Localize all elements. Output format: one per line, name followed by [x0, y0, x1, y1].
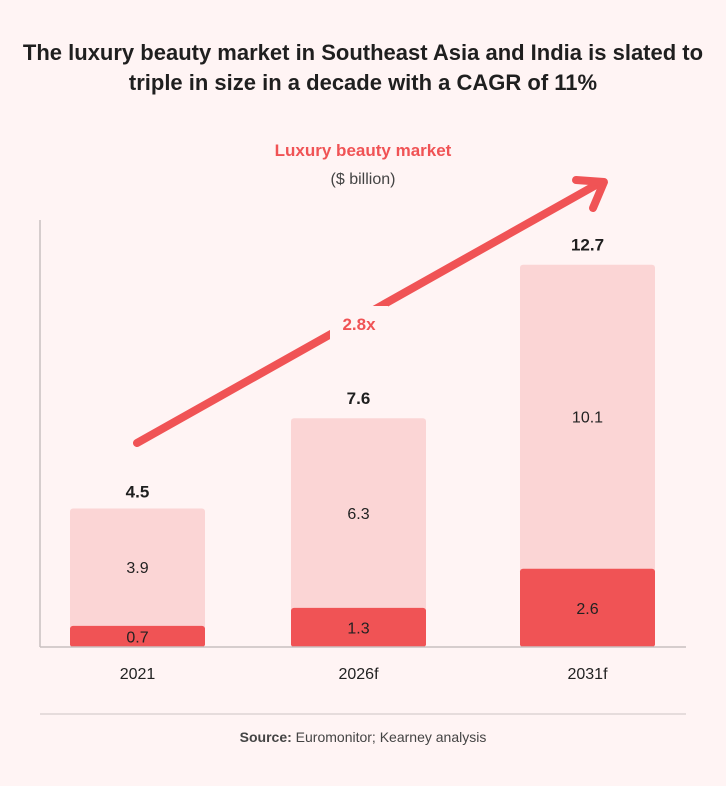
source-label: Source:	[239, 729, 292, 745]
bar-segment-2026f-1	[291, 418, 426, 612]
source-note: Source: Euromonitor; Kearney analysis	[0, 729, 726, 745]
chart-title: The luxury beauty market in Southeast As…	[22, 40, 704, 95]
x-tick-label: 2031f	[567, 666, 608, 683]
bar-segment-2021-base	[70, 625, 205, 647]
source-text: Euromonitor; Kearney analysis	[295, 729, 487, 745]
x-tick-label: 2026f	[338, 666, 379, 683]
data-label: 10.1	[572, 410, 603, 427]
data-label: 0.7	[126, 629, 148, 646]
x-tick-label: 2021	[120, 666, 156, 683]
data-label: 3.9	[126, 560, 148, 577]
total-label: 4.5	[126, 483, 150, 502]
total-label: 7.6	[347, 389, 371, 408]
data-label: 1.3	[347, 620, 369, 637]
unit-label: ($ billion)	[330, 171, 396, 188]
data-label: 2.6	[576, 601, 598, 618]
bar-segment-2026f-base	[291, 607, 426, 647]
growth-annotation: 2.8x	[342, 315, 376, 334]
bar-segment-2031f-1	[520, 264, 655, 573]
annotation-bg	[330, 306, 388, 340]
total-label: 12.7	[571, 236, 604, 255]
chart-subtitle: Luxury beauty market	[274, 141, 452, 160]
bar-segment-2031f-base	[520, 568, 655, 647]
data-label: 6.3	[347, 506, 369, 523]
arrow-head-icon	[572, 176, 608, 212]
bar-segment-2021-1	[70, 508, 205, 630]
divider	[40, 713, 686, 715]
